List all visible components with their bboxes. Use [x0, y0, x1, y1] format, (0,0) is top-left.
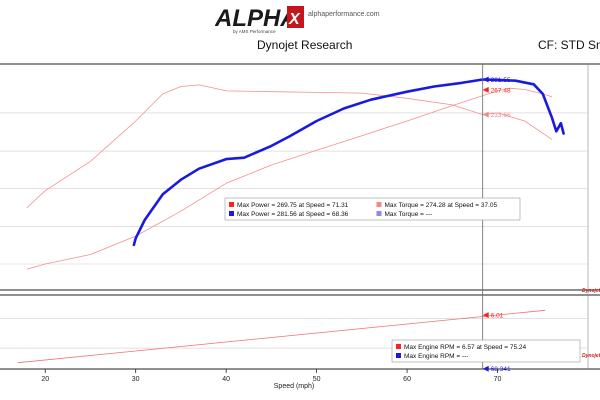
- marker-label-233.66: 233.66: [491, 112, 511, 119]
- watermarks: Dynojet Dynojet: [582, 288, 600, 359]
- header: ALPHA X by AMS Performance alphaperforma…: [0, 0, 600, 60]
- logo-url: alphaperformance.com: [308, 11, 380, 18]
- legend-swatch: [376, 202, 382, 207]
- logo-tagline: by AMS Performance: [233, 29, 276, 34]
- watermark-0: Dynojet: [582, 288, 600, 294]
- cursor-markers: 281.55 267.48 233.66 6.01 68.341: [482, 76, 511, 373]
- logo-mark-bg: [287, 6, 304, 28]
- legend-swatch: [229, 202, 234, 207]
- x-tick-label-60: 60: [403, 376, 411, 383]
- legend-entry: Max Torque = ---: [385, 211, 433, 218]
- bottom-legend: Max Engine RPM = 6.57 at Speed = 75.24 Ma…: [391, 339, 581, 363]
- x-tick-label-50: 50: [313, 376, 321, 383]
- series-power_run2: [132, 78, 565, 247]
- marker-arrow-6.01: [482, 312, 489, 319]
- legend-entry: Max Engine RPM = 6.57 at Speed = 75.24: [404, 344, 527, 351]
- chart-title: Dynojet Research: [257, 38, 353, 52]
- marker-label-281.55: 281.55: [491, 77, 511, 84]
- legend-entry: Max Power = 269.75 at Speed = 71.31: [237, 202, 349, 209]
- marker-arrow-267.48: [482, 86, 489, 93]
- legend-swatch: [229, 211, 234, 216]
- x-tick-label-40: 40: [222, 376, 230, 383]
- series-lines: [17, 78, 565, 364]
- legend-box: [391, 339, 581, 363]
- plot-frames: [0, 63, 600, 370]
- series-engine_rpm_run1: [17, 309, 546, 364]
- legend-entry: Max Power = 281.56 at Speed = 68.36: [237, 211, 349, 218]
- x-axis-title: Speed (mph): [274, 383, 314, 390]
- logo-text: ALPHA: [215, 5, 298, 32]
- marker-label-267.48: 267.48: [491, 87, 511, 94]
- marker-label-68.341: 68.341: [491, 366, 511, 373]
- legend-box: [224, 197, 521, 221]
- alpha-logo: ALPHA X by AMS Performance: [215, 5, 304, 34]
- watermark-1: Dynojet: [582, 353, 600, 359]
- series-torque_run1: [26, 84, 553, 208]
- legend-swatch: [376, 211, 382, 216]
- marker-arrow-68.341: [482, 365, 489, 372]
- legend-entry: Max Engine RPM = ---: [404, 353, 468, 360]
- marker-arrow-281.55: [482, 76, 489, 83]
- marker-arrow-233.66: [482, 111, 489, 118]
- x-tick-label-20: 20: [41, 376, 49, 383]
- x-tick-label-30: 30: [132, 376, 140, 383]
- legend-swatch: [396, 344, 401, 349]
- correction-factor: CF: STD Smo: [538, 38, 600, 52]
- marker-label-6.01: 6.01: [491, 313, 504, 320]
- top-legend: Max Power = 269.75 at Speed = 71.31 Max T…: [224, 197, 521, 221]
- legend-entry: Max Torque = 274.28 at Speed = 37.05: [385, 202, 498, 209]
- x-tick-label-70: 70: [494, 376, 502, 383]
- logo-mark: X: [288, 11, 301, 28]
- x-axis: 20 30 40 50 60 70 Speed (mph): [41, 369, 502, 390]
- series-power_run1: [26, 87, 553, 270]
- legend-swatch: [396, 353, 401, 358]
